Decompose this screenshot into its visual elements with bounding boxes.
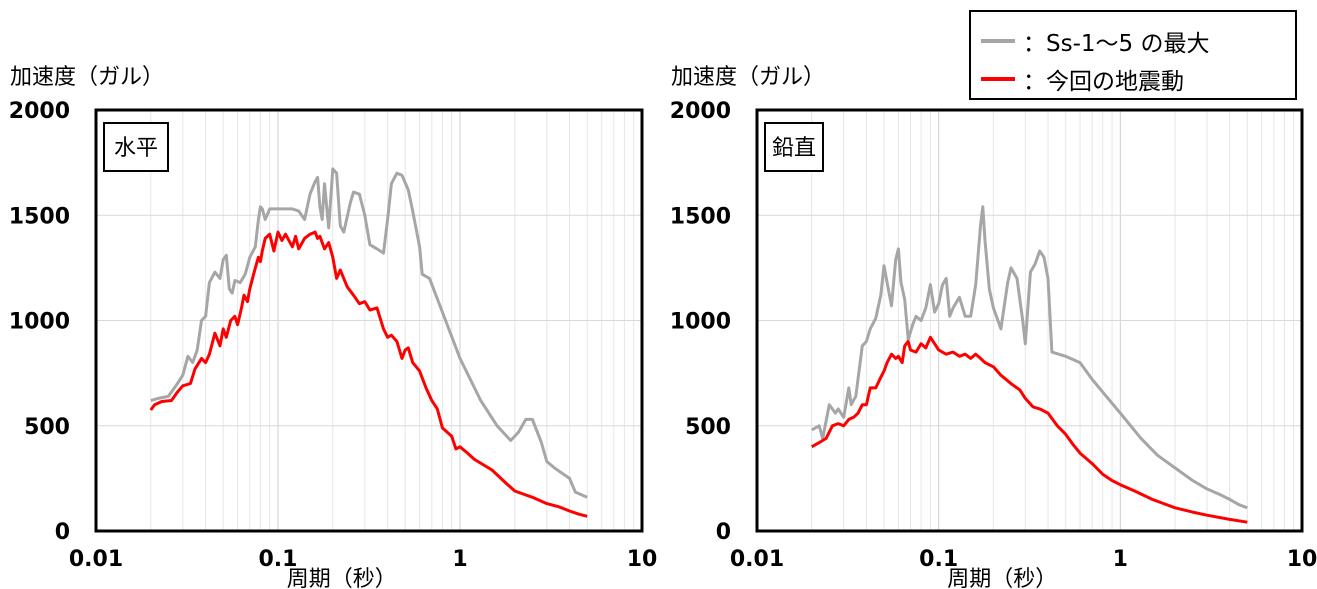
x-tick-label-vertical: 0.01 xyxy=(730,547,784,572)
series-ss-max-line-vertical xyxy=(812,207,1248,508)
y-tick-label-horizontal: 2000 xyxy=(9,99,70,124)
legend-box: ：Ss-1～5 の最大 ：今回の地震動 xyxy=(969,10,1297,100)
x-tick-label-horizontal: 0.01 xyxy=(69,547,123,572)
y-tick-label-horizontal: 1000 xyxy=(9,310,70,335)
x-tick-label-vertical: 1 xyxy=(1113,547,1128,572)
y-tick-label-vertical: 2000 xyxy=(670,99,731,124)
legend-item-current: ：今回の地震動 xyxy=(981,64,1184,94)
x-tick-label-horizontal: 10 xyxy=(627,547,658,572)
y-tick-label-horizontal: 500 xyxy=(24,415,70,440)
legend-swatch-current xyxy=(981,77,1015,81)
y-tick-label-vertical: 1500 xyxy=(670,204,731,229)
y-tick-label-horizontal: 0 xyxy=(55,520,70,545)
legend-label-ss-max: ：Ss-1～5 の最大 xyxy=(1023,24,1209,58)
y-tick-label-vertical: 0 xyxy=(716,520,731,545)
panel-label-vertical: 鉛直 xyxy=(772,136,816,161)
legend-label-current: ：今回の地震動 xyxy=(1023,62,1184,96)
legend-item-ss-max: ：Ss-1～5 の最大 xyxy=(981,26,1209,56)
y-axis-title-vertical: 加速度（ガル） xyxy=(671,65,825,90)
y-tick-label-vertical: 500 xyxy=(685,415,731,440)
x-tick-label-horizontal: 1 xyxy=(452,547,467,572)
x-tick-label-vertical: 10 xyxy=(1287,547,1317,572)
panel-label-horizontal: 水平 xyxy=(114,136,158,161)
legend-swatch-ss-max xyxy=(981,39,1015,43)
x-axis-title-vertical: 周期（秒） xyxy=(947,567,1057,589)
y-tick-label-vertical: 1000 xyxy=(670,310,731,335)
x-axis-title-horizontal: 周期（秒） xyxy=(287,567,397,589)
y-tick-label-horizontal: 1500 xyxy=(9,204,70,229)
series-current-line-vertical xyxy=(812,337,1248,522)
y-axis-title-horizontal: 加速度（ガル） xyxy=(10,65,164,90)
